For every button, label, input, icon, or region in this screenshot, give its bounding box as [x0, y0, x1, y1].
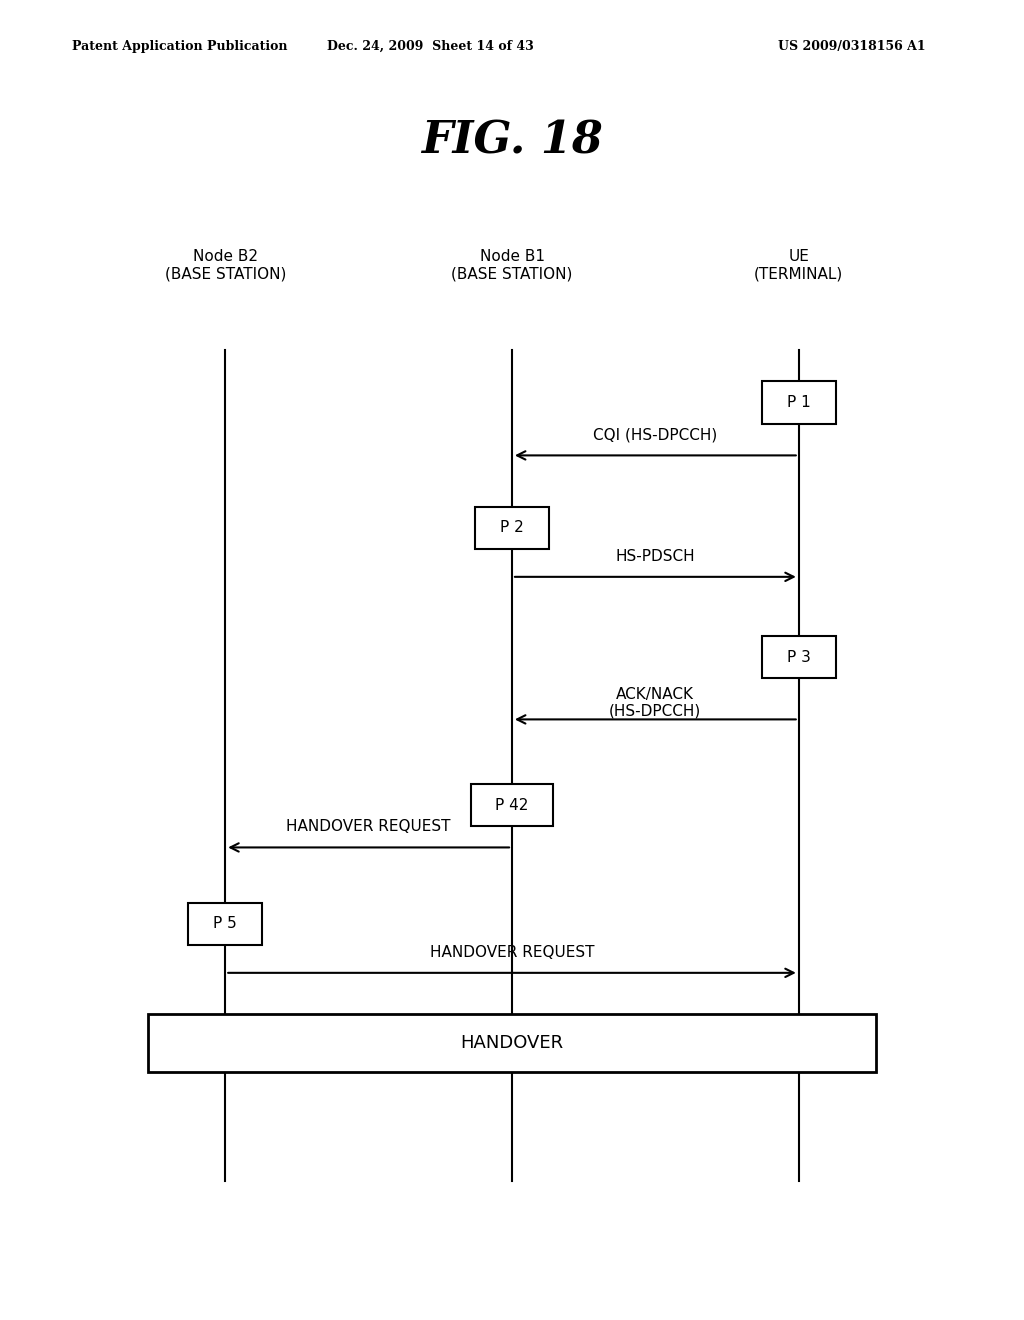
Text: HS-PDSCH: HS-PDSCH	[615, 549, 695, 564]
Text: P 42: P 42	[496, 797, 528, 813]
Text: HANDOVER: HANDOVER	[461, 1034, 563, 1052]
Text: UE: UE	[788, 249, 809, 264]
Text: Node B1: Node B1	[479, 249, 545, 264]
Text: Node B2: Node B2	[193, 249, 258, 264]
Text: FIG. 18: FIG. 18	[421, 120, 603, 162]
Text: HANDOVER REQUEST: HANDOVER REQUEST	[287, 820, 451, 834]
Text: P 5: P 5	[213, 916, 238, 932]
Text: US 2009/0318156 A1: US 2009/0318156 A1	[778, 40, 926, 53]
Text: (BASE STATION): (BASE STATION)	[452, 267, 572, 281]
Bar	[475, 507, 549, 549]
Text: (TERMINAL): (TERMINAL)	[754, 267, 844, 281]
Text: Patent Application Publication: Patent Application Publication	[72, 40, 287, 53]
Bar	[148, 1014, 876, 1072]
Text: (HS-DPCCH): (HS-DPCCH)	[609, 704, 701, 718]
Bar	[762, 636, 836, 678]
Bar	[471, 784, 553, 826]
Text: ACK/NACK: ACK/NACK	[616, 688, 694, 702]
Bar	[188, 903, 262, 945]
Text: (BASE STATION): (BASE STATION)	[165, 267, 286, 281]
Text: P 3: P 3	[786, 649, 811, 665]
Text: HANDOVER REQUEST: HANDOVER REQUEST	[430, 945, 594, 960]
Bar	[762, 381, 836, 424]
Text: P 1: P 1	[786, 395, 811, 411]
Text: P 2: P 2	[500, 520, 524, 536]
Text: CQI (HS-DPCCH): CQI (HS-DPCCH)	[593, 428, 718, 442]
Text: Dec. 24, 2009  Sheet 14 of 43: Dec. 24, 2009 Sheet 14 of 43	[327, 40, 534, 53]
